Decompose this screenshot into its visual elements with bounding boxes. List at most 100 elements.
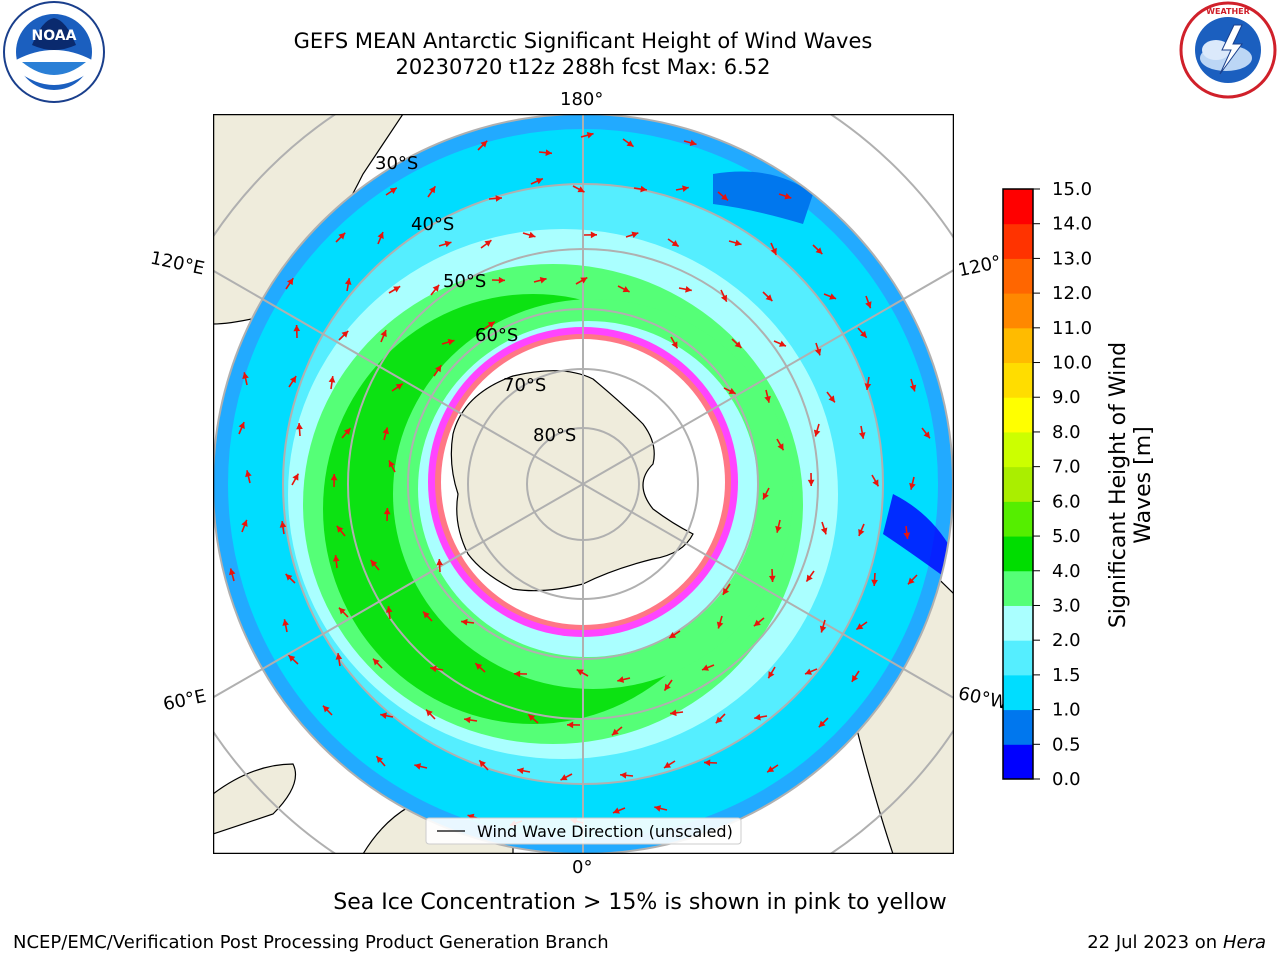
wave-arrow-head xyxy=(631,231,639,239)
wave-arrow-head xyxy=(762,492,769,500)
colorbar-swatch xyxy=(1003,223,1033,259)
lon-label-180: 180° xyxy=(560,89,604,110)
wave-arrow-head xyxy=(586,131,594,139)
colorbar-swatch xyxy=(1003,744,1033,780)
colorbar-tick-label: 6.0 xyxy=(1052,491,1081,512)
wave-arrow-head xyxy=(865,301,872,309)
lat-label-80s: 80°S xyxy=(533,425,576,446)
wave-arrow-head xyxy=(770,247,777,255)
wave-arrow-head xyxy=(423,611,430,619)
wave-arrow-head xyxy=(871,579,878,586)
colorbar-tick-label: 9.0 xyxy=(1052,387,1081,408)
wave-arrow-head xyxy=(287,278,294,286)
wave-arrow-head xyxy=(806,574,813,582)
colorbar-swatch xyxy=(1003,709,1033,745)
wave-arrow-head xyxy=(753,619,761,627)
wave-arrow-head xyxy=(807,479,815,486)
wave-arrow-head xyxy=(580,277,588,284)
wave-arrow-head xyxy=(285,573,293,581)
footer-date: 22 Jul 2023 on Hera xyxy=(1087,932,1266,953)
wave-arrow-head xyxy=(288,655,296,662)
colorbar-swatch xyxy=(1003,570,1033,606)
wave-arrow-head xyxy=(560,774,568,781)
lon-label-0: 0° xyxy=(572,857,593,878)
madagascar-land xyxy=(213,763,297,835)
wave-arrow-head xyxy=(341,330,349,338)
nws-logo: WEATHER xyxy=(1179,1,1277,99)
wave-arrow-head xyxy=(864,383,872,390)
wave-arrow-head xyxy=(528,714,536,722)
wave-arrow-head xyxy=(436,559,443,566)
wave-arrow-head xyxy=(241,519,248,527)
colorbar-swatch xyxy=(1003,674,1033,711)
wave-arrow-head xyxy=(654,805,662,812)
colorbar-tick-label: 0.5 xyxy=(1052,734,1081,755)
colorbar-tick-label: 2.0 xyxy=(1052,630,1081,651)
wave-arrow-head xyxy=(923,431,930,439)
colorbar-tick-label: 7.0 xyxy=(1052,457,1081,478)
wave-arrow-head xyxy=(640,185,647,193)
wave-arrow-head xyxy=(514,670,521,678)
wind-wave-arrows xyxy=(228,131,931,827)
wave-arrow-head xyxy=(858,528,865,536)
wave-arrow-head xyxy=(545,149,552,157)
wave-arrow-head xyxy=(380,712,387,719)
colorbar-swatch xyxy=(1003,640,1033,676)
wave-arrow-head xyxy=(426,709,433,717)
legend-label: Wind Wave Direction (unscaled) xyxy=(477,822,733,841)
wave-arrow-head xyxy=(907,577,915,585)
wave-arrow-head xyxy=(395,383,403,390)
wave-arrow-head xyxy=(701,664,709,671)
colorbar-swatch xyxy=(1003,605,1033,641)
wave-arrow-head xyxy=(722,587,730,595)
colorbar-tick-label: 11.0 xyxy=(1052,318,1092,339)
wave-arrow-head xyxy=(765,294,773,301)
wave-arrow-head xyxy=(296,423,303,430)
wave-arrow-head xyxy=(805,668,812,675)
svg-text:WEATHER: WEATHER xyxy=(1206,7,1250,16)
wave-arrow-head xyxy=(567,721,574,729)
lat-label-60s: 60°S xyxy=(475,325,518,346)
wave-arrow-head xyxy=(813,429,821,437)
wave-arrow-head xyxy=(498,276,505,284)
wave-arrow-head xyxy=(475,663,483,670)
wave-arrow-head xyxy=(336,525,344,533)
wave-arrow-head xyxy=(282,619,289,626)
wave-arrow-head xyxy=(332,555,340,562)
wave-arrow-head xyxy=(238,422,245,430)
wave-arrow-head xyxy=(768,671,775,679)
wave-arrow-head xyxy=(444,240,452,248)
colorbar-swatch xyxy=(1003,258,1033,294)
wave-arrow-head xyxy=(828,395,835,403)
wave-arrow-head xyxy=(612,807,620,814)
wave-arrow-head xyxy=(815,247,823,255)
wave-arrow-head xyxy=(734,239,742,247)
wave-arrow-head xyxy=(851,674,859,682)
wave-arrow-head xyxy=(721,193,728,201)
wave-arrow-head xyxy=(617,676,625,683)
colorbar-swatch xyxy=(1003,293,1033,329)
wave-arrow-head xyxy=(577,186,585,193)
lon-label-120e: 120°E xyxy=(148,247,207,280)
wave-arrow-head xyxy=(539,276,547,284)
lat-label-40s: 40°S xyxy=(411,214,454,235)
wave-arrow-head xyxy=(860,330,867,338)
wave-arrow-head xyxy=(279,521,287,528)
colorbar-tick-label: 12.0 xyxy=(1052,283,1092,304)
polar-wave-map: 30°S 40°S 50°S 60°S 70°S 80°S Wind Wave … xyxy=(213,114,954,854)
wave-arrow-head xyxy=(292,473,299,481)
wave-arrow-head xyxy=(370,559,378,567)
arrow-legend: Wind Wave Direction (unscaled) xyxy=(425,817,742,845)
wave-arrow-head xyxy=(328,376,336,383)
wave-arrow-head xyxy=(338,232,346,240)
wave-arrow-head xyxy=(620,772,627,779)
footer-date-text: 22 Jul 2023 on xyxy=(1087,932,1223,953)
colorbar-swatch xyxy=(1003,362,1033,398)
wave-arrow-head xyxy=(622,286,630,293)
wave-arrow-head xyxy=(716,621,724,629)
wave-arrow-head xyxy=(720,294,728,302)
wave-arrow-head xyxy=(293,325,301,332)
wave-arrow-head xyxy=(734,341,742,348)
noaa-logo: NOAA xyxy=(3,1,105,103)
wave-arrow-head xyxy=(820,527,828,535)
